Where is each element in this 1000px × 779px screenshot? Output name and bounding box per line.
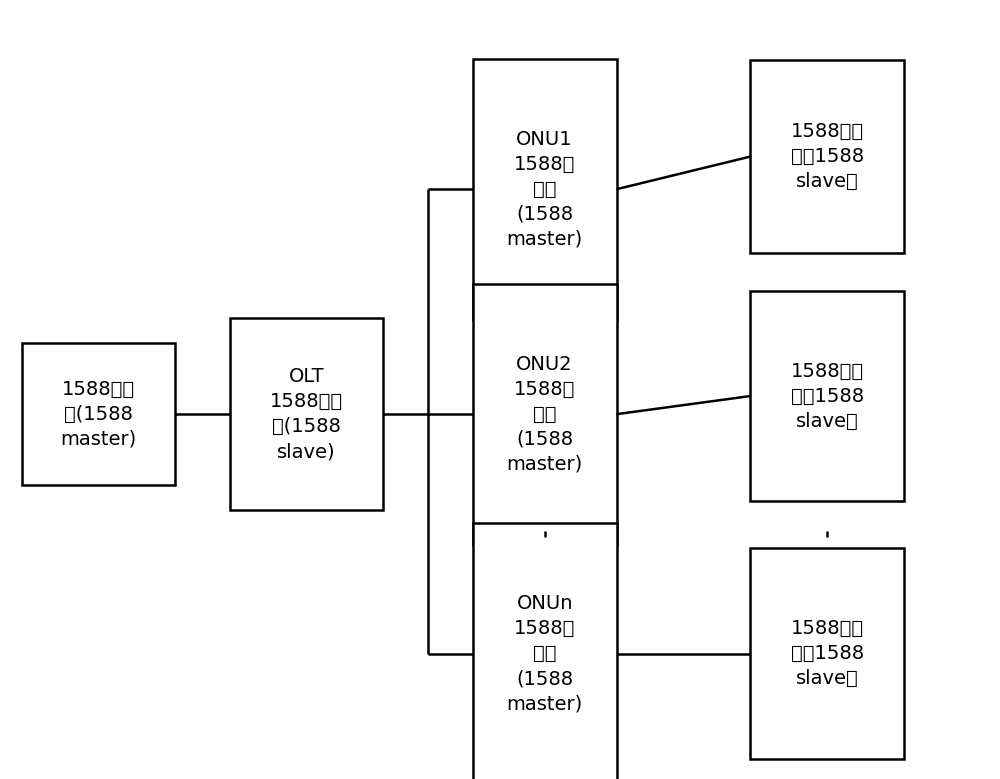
- Text: 1588主设
备(1588
master): 1588主设 备(1588 master): [60, 379, 136, 449]
- Text: 1588从设
备（1588
slave）: 1588从设 备（1588 slave）: [791, 619, 864, 688]
- Text: ONU1
1588主
设备
(1588
master): ONU1 1588主 设备 (1588 master): [507, 130, 583, 249]
- Bar: [473, 58, 617, 320]
- Text: ONU2
1588主
设备
(1588
master): ONU2 1588主 设备 (1588 master): [507, 354, 583, 474]
- Bar: [473, 284, 617, 545]
- Bar: [750, 548, 904, 759]
- Bar: [750, 291, 904, 501]
- Text: 1588从设
备（1588
slave）: 1588从设 备（1588 slave）: [791, 361, 864, 431]
- Bar: [230, 318, 383, 510]
- Text: ONUn
1588主
设备
(1588
master): ONUn 1588主 设备 (1588 master): [507, 594, 583, 713]
- Bar: [22, 344, 175, 485]
- Bar: [473, 523, 617, 779]
- Text: OLT
1588从设
备(1588
slave): OLT 1588从设 备(1588 slave): [270, 367, 343, 461]
- Text: 1588从设
备（1588
slave）: 1588从设 备（1588 slave）: [791, 122, 864, 191]
- Bar: [750, 61, 904, 252]
